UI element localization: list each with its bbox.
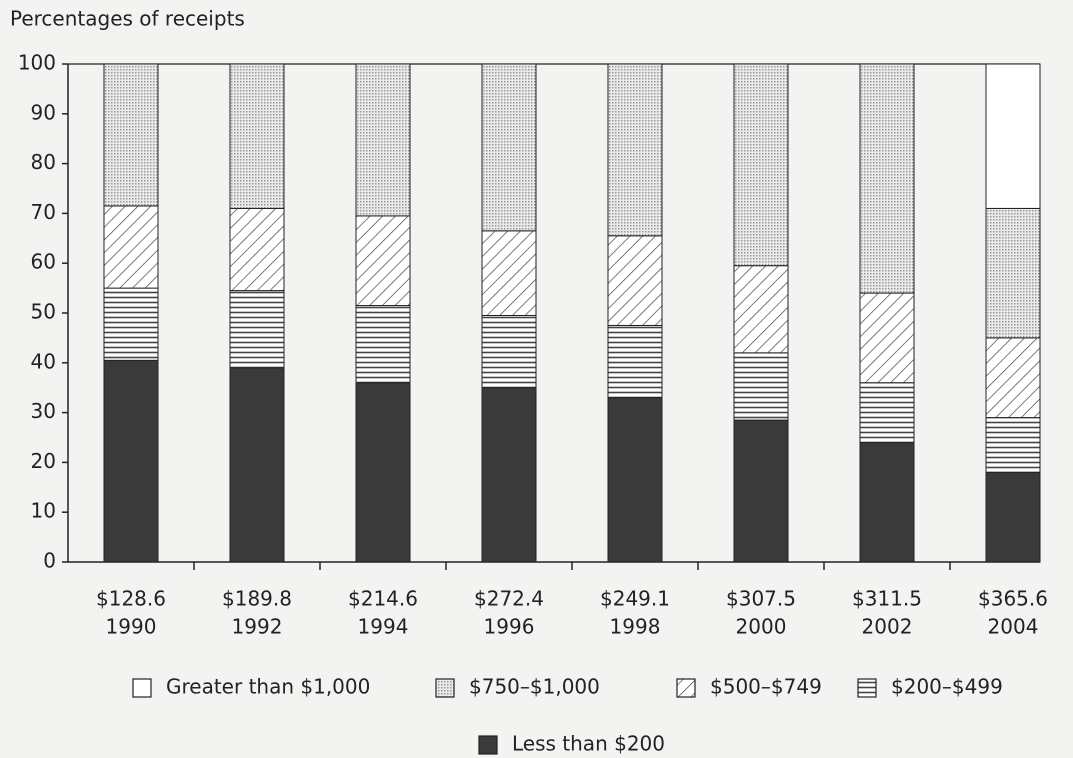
- x-tick-label: $365.6: [978, 587, 1048, 611]
- legend-swatch: [478, 735, 498, 755]
- bar-segment: [481, 63, 537, 232]
- x-tick-label: $307.5: [726, 587, 796, 611]
- bar-segment: [607, 324, 663, 399]
- legend-label: $200–$499: [891, 675, 1003, 699]
- y-tick-label: 10: [31, 499, 56, 523]
- bar-segment: [985, 207, 1041, 339]
- bar-segment: [859, 382, 915, 443]
- y-tick-label: 60: [31, 250, 56, 274]
- x-tick-label: 1994: [358, 615, 409, 639]
- x-tick-label: $311.5: [852, 587, 922, 611]
- x-tick-label: 1996: [484, 615, 535, 639]
- bar-segment: [985, 63, 1041, 209]
- x-tick-label: 2002: [862, 615, 913, 639]
- bar-segment: [607, 397, 663, 563]
- bar-segment: [355, 63, 411, 217]
- bar-segment: [859, 292, 915, 384]
- y-tick-label: 30: [31, 399, 56, 423]
- legend-swatch: [857, 678, 877, 698]
- bar-segment: [229, 367, 285, 563]
- x-tick-label: 2000: [736, 615, 787, 639]
- legend-swatch: [132, 678, 152, 698]
- bar-segment: [355, 305, 411, 384]
- bar-segment: [103, 359, 159, 563]
- bar-segment: [103, 287, 159, 361]
- bar-segment: [229, 290, 285, 369]
- bar-segment: [607, 63, 663, 237]
- bar-segment: [355, 382, 411, 563]
- bar-segment: [985, 337, 1041, 419]
- bar-segment: [733, 352, 789, 421]
- y-tick-label: 90: [31, 100, 56, 124]
- bar-segment: [859, 441, 915, 563]
- legend-label: Greater than $1,000: [166, 675, 370, 699]
- y-axis-title: Percentages of receipts: [10, 7, 245, 31]
- bar-segment: [103, 205, 159, 289]
- y-tick-label: 50: [31, 300, 56, 324]
- y-tick-label: 40: [31, 349, 56, 373]
- y-tick-label: 70: [31, 200, 56, 224]
- y-tick-label: 0: [43, 549, 56, 573]
- bar-segment: [985, 471, 1041, 563]
- legend-label: Less than $200: [512, 732, 665, 756]
- legend-label: $500–$749: [710, 675, 822, 699]
- bar-segment: [229, 207, 285, 292]
- x-tick-label: 1992: [232, 615, 283, 639]
- bar-segment: [481, 314, 537, 389]
- bar-segment: [481, 230, 537, 316]
- bar-segment: [985, 417, 1041, 473]
- bar-segment: [229, 63, 285, 209]
- legend-swatch: [435, 678, 455, 698]
- x-tick-label: 1990: [106, 615, 157, 639]
- x-tick-label: 1998: [610, 615, 661, 639]
- bar-segment: [733, 63, 789, 267]
- x-tick-label: $272.4: [474, 587, 544, 611]
- legend-label: $750–$1,000: [469, 675, 600, 699]
- x-tick-label: 2004: [988, 615, 1039, 639]
- x-tick-label: $249.1: [600, 587, 670, 611]
- bar-segment: [859, 63, 915, 294]
- x-tick-label: $128.6: [96, 587, 166, 611]
- bar-segment: [733, 419, 789, 563]
- x-tick-label: $214.6: [348, 587, 418, 611]
- bar-segment: [481, 387, 537, 563]
- y-tick-label: 100: [18, 51, 56, 75]
- bar-segment: [103, 63, 159, 207]
- x-tick-label: $189.8: [222, 587, 292, 611]
- bar-segment: [607, 235, 663, 326]
- y-tick-label: 20: [31, 449, 56, 473]
- bar-segment: [733, 265, 789, 354]
- bar-segment: [355, 215, 411, 307]
- y-tick-label: 80: [31, 150, 56, 174]
- legend-swatch: [676, 678, 696, 698]
